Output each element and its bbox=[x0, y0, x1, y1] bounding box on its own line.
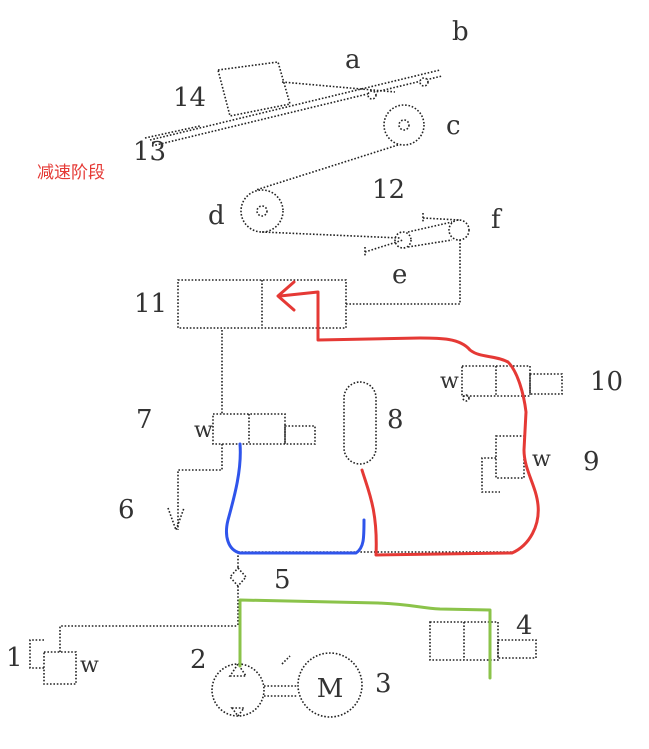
red-flow-path bbox=[276, 280, 540, 557]
cargo-box-14 bbox=[216, 61, 292, 117]
check-valve-5 bbox=[228, 551, 515, 626]
label-f: f bbox=[491, 205, 503, 235]
red-arrow-head bbox=[276, 280, 296, 312]
incline-conveyor bbox=[144, 69, 443, 147]
label-7: 7 bbox=[136, 405, 153, 435]
directional-valve-10 bbox=[461, 365, 563, 402]
label-1: 1 bbox=[6, 643, 23, 673]
pump-2 bbox=[211, 662, 298, 718]
pulley-f bbox=[407, 213, 470, 248]
unloading-valve-4 bbox=[429, 621, 537, 661]
label-5: 5 bbox=[274, 565, 291, 595]
label-a: a bbox=[345, 45, 361, 75]
label-9: 9 bbox=[583, 447, 600, 477]
red-path-accumulator-to-cylinder bbox=[278, 290, 540, 557]
label-12: 12 bbox=[372, 175, 405, 205]
motor-3: M bbox=[281, 652, 363, 718]
spring-w-valve1: w bbox=[80, 653, 99, 678]
spring-w-valve7: w bbox=[194, 418, 213, 443]
label-14: 14 bbox=[173, 83, 206, 113]
conveyor-roller bbox=[419, 77, 429, 87]
stage-label: 减速阶段 bbox=[37, 163, 105, 183]
label-c: c bbox=[446, 111, 461, 141]
label-2: 2 bbox=[190, 645, 207, 675]
pulley-c bbox=[383, 104, 425, 146]
label-d: d bbox=[208, 201, 225, 231]
directional-valve-7 bbox=[177, 330, 316, 530]
hydraulic-cylinder-11 bbox=[177, 238, 461, 329]
pulley-d bbox=[240, 189, 284, 233]
label-6: 6 bbox=[118, 495, 135, 525]
label-4: 4 bbox=[516, 611, 533, 641]
label-13: 13 bbox=[133, 137, 166, 167]
label-b: b bbox=[452, 17, 469, 47]
motor-letter: M bbox=[317, 674, 344, 704]
relief-valve-1 bbox=[29, 625, 238, 685]
spring-w-valve9: w bbox=[532, 447, 551, 472]
green-flow-path bbox=[238, 598, 492, 680]
pulley-e bbox=[364, 231, 412, 257]
label-8: 8 bbox=[387, 405, 404, 435]
label-11: 11 bbox=[134, 289, 167, 319]
green-path-pump-to-valve4 bbox=[238, 598, 492, 680]
accumulator-8 bbox=[343, 381, 377, 465]
tank-6 bbox=[167, 507, 185, 533]
conveyor-roller bbox=[367, 90, 377, 100]
label-3: 3 bbox=[375, 669, 392, 699]
valve-9 bbox=[481, 435, 525, 493]
blue-flow-path bbox=[225, 442, 366, 555]
blue-path-valve7-return bbox=[225, 442, 366, 555]
label-10: 10 bbox=[590, 367, 623, 397]
spring-w-valve10: w bbox=[440, 369, 459, 394]
label-e: e bbox=[392, 260, 407, 290]
